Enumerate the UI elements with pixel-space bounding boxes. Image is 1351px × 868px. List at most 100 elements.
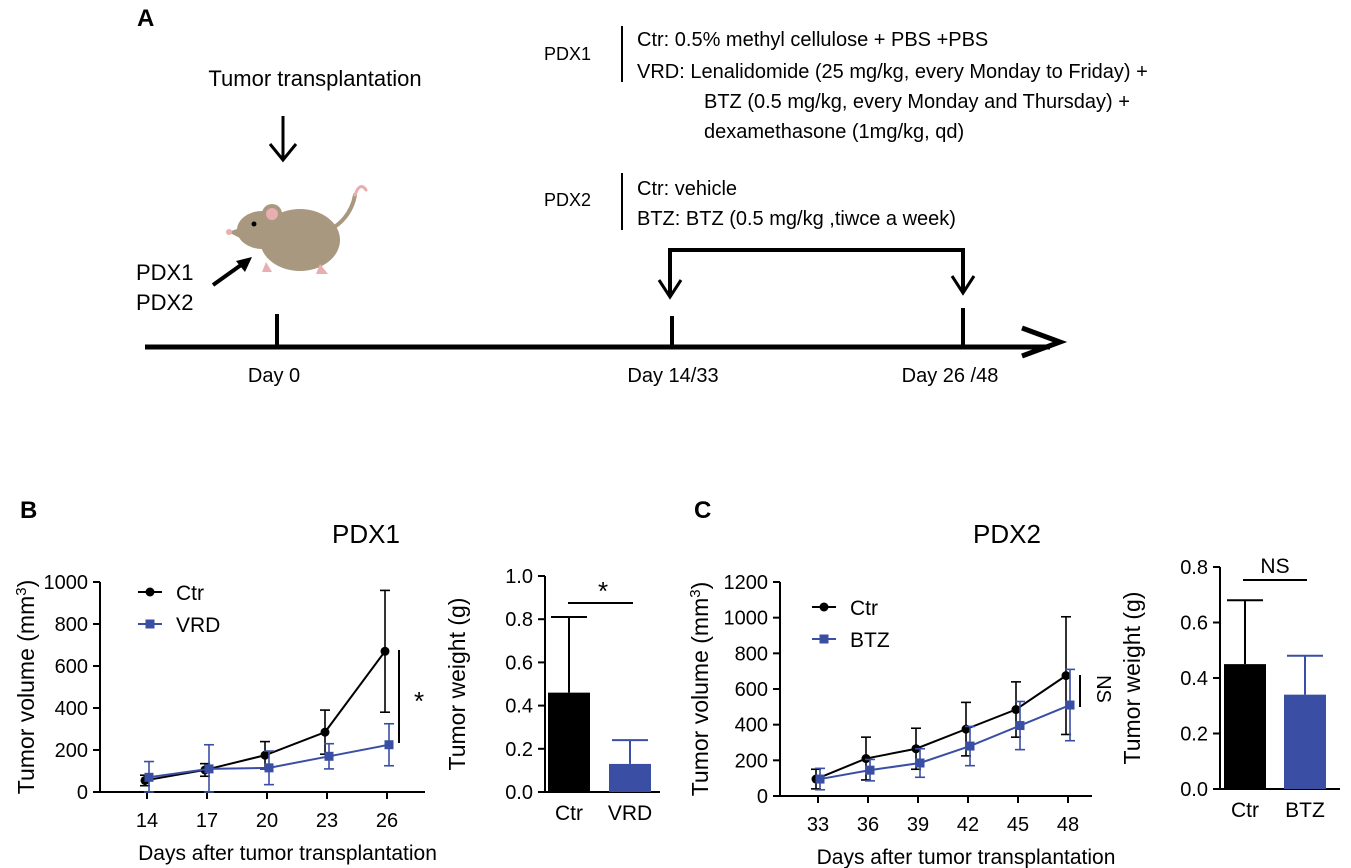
y-tick-label: 1200: [724, 572, 769, 594]
y-tick-label: 0.0: [505, 782, 533, 804]
y-tick-label: 600: [55, 656, 88, 678]
legend-marker: [819, 634, 829, 644]
panel-a-label: A: [137, 5, 154, 32]
data-point: [204, 764, 214, 774]
legend-label: VRD: [176, 614, 220, 637]
y-tick-label: 1000: [44, 572, 89, 594]
timeline-axis: [145, 308, 1068, 359]
pdx2-line-1: Ctr: vehicle: [637, 178, 737, 200]
bar-vrd: [609, 763, 651, 792]
data-point: [144, 772, 154, 782]
y-tick-label: 0.8: [505, 609, 533, 631]
y-tick-label: 0: [757, 786, 768, 808]
series-btz: [815, 668, 1075, 791]
series-vrd: [144, 722, 394, 793]
y-axis-label: Tumor weight (g): [444, 598, 470, 771]
x-tick-label: Ctr: [1231, 799, 1259, 822]
series-line-ctr: [815, 674, 1067, 780]
x-axis-label: Days after tumor transplantation: [138, 842, 437, 865]
x-tick-label: 39: [907, 814, 929, 836]
day-label-1: Day 14/33: [627, 365, 718, 387]
mouse-icon: [226, 185, 368, 274]
data-point: [1061, 671, 1071, 681]
y-tick-label: 600: [735, 679, 768, 701]
y-tick-label: 400: [55, 698, 88, 720]
x-tick-label: 23: [316, 810, 338, 832]
transplant-label: Tumor transplantation: [208, 66, 421, 91]
y-tick-label: 0.0: [1180, 779, 1208, 801]
pdx2-tag: PDX2: [544, 190, 591, 210]
x-tick-label: 26: [376, 810, 398, 832]
legend-marker: [145, 619, 155, 629]
y-tick-label: 800: [735, 643, 768, 665]
pdx-label-1: PDX1: [136, 260, 193, 285]
y-tick-label: 0.2: [1180, 724, 1208, 746]
y-tick-label: 0.2: [505, 739, 533, 761]
data-point: [260, 750, 270, 760]
x-tick-label: 42: [957, 814, 979, 836]
y-axis-label: Tumor volume (mm3): [687, 582, 714, 797]
pdx-arrow-icon: [211, 257, 252, 287]
x-axis-label: Days after tumor transplantation: [817, 846, 1116, 868]
legend-marker: [145, 587, 155, 597]
x-tick-label: VRD: [608, 802, 652, 825]
x-tick-label: 14: [136, 810, 158, 832]
panel-c-title: PDX2: [973, 519, 1041, 549]
day-label-0: Day 0: [248, 365, 300, 387]
y-tick-label: 400: [735, 715, 768, 737]
y-tick-label: 0.6: [1180, 613, 1208, 635]
y-tick-label: 0: [77, 782, 88, 804]
data-point: [861, 754, 871, 764]
legend-label: Ctr: [850, 597, 878, 620]
series-line-btz: [819, 704, 1071, 781]
treatment-bracket: [657, 248, 976, 300]
x-tick-label: 45: [1007, 814, 1029, 836]
x-tick-label: 48: [1057, 814, 1079, 836]
data-point: [380, 646, 390, 656]
bar-btz: [1284, 694, 1326, 789]
day-label-2: Day 26 /48: [902, 365, 999, 387]
data-point: [264, 763, 274, 773]
legend-label: BTZ: [850, 629, 890, 652]
b-bar-chart: 0.0 0.2 0.4 0.6 0.8 1.0 Tumor weight (g) Ctr VRD…: [444, 566, 660, 825]
significance-mark: NS: [1092, 675, 1114, 703]
x-tick-label: 17: [196, 810, 218, 832]
significance-mark: NS: [1260, 555, 1289, 578]
y-tick-label: 1.0: [505, 566, 533, 588]
pdx1-line-3: BTZ (0.5 mg/kg, every Monday and Thursda…: [704, 91, 1130, 113]
data-point: [324, 751, 334, 761]
legend-label: Ctr: [176, 582, 204, 605]
data-point: [1065, 700, 1075, 710]
y-axis-label: Tumor weight (g): [1119, 592, 1145, 765]
data-point: [915, 758, 925, 768]
data-point: [384, 740, 394, 750]
pdx2-line-2: BTZ: BTZ (0.5 mg/kg ,tiwce a week): [637, 208, 956, 230]
b-line-chart: 0 200 400 600 800 1000 14 17 20 23 26 Days after tu…: [13, 572, 437, 865]
panel-b-label: B: [20, 497, 37, 524]
pdx-label-2: PDX2: [136, 290, 193, 315]
y-tick-label: 1000: [724, 608, 769, 630]
x-tick-label: 33: [807, 814, 829, 836]
x-tick-label: 36: [857, 814, 879, 836]
pdx1-tag: PDX1: [544, 44, 591, 64]
data-point: [965, 741, 975, 751]
y-tick-label: 0.6: [505, 652, 533, 674]
legend-marker: [819, 602, 829, 612]
y-tick-label: 0.4: [505, 696, 533, 718]
y-tick-label: 200: [55, 740, 88, 762]
c-line-chart: 0 200 400 600 800 1000 1200 33 36 39 42 45 48 Days af…: [687, 572, 1116, 868]
pdx1-line-1: Ctr: 0.5% methyl cellulose + PBS +PBS: [637, 29, 988, 51]
c-bar-chart: 0.0 0.2 0.4 0.6 0.8 Tumor weight (g) Ctr BTZ NS: [1119, 555, 1340, 822]
y-tick-label: 0.8: [1180, 557, 1208, 579]
pdx1-line-4: dexamethasone (1mg/kg, qd): [704, 121, 964, 143]
transplant-arrow-icon: [268, 116, 298, 163]
panel-a: A Tumor transplantation PDX1 PDX2: [136, 5, 1148, 387]
x-tick-label: 20: [256, 810, 278, 832]
data-point: [815, 774, 825, 784]
y-axis-label: Tumor volume (mm3): [13, 580, 40, 795]
data-point: [865, 765, 875, 775]
x-tick-label: BTZ: [1285, 799, 1325, 822]
data-point: [1015, 721, 1025, 731]
data-point: [1011, 705, 1021, 715]
